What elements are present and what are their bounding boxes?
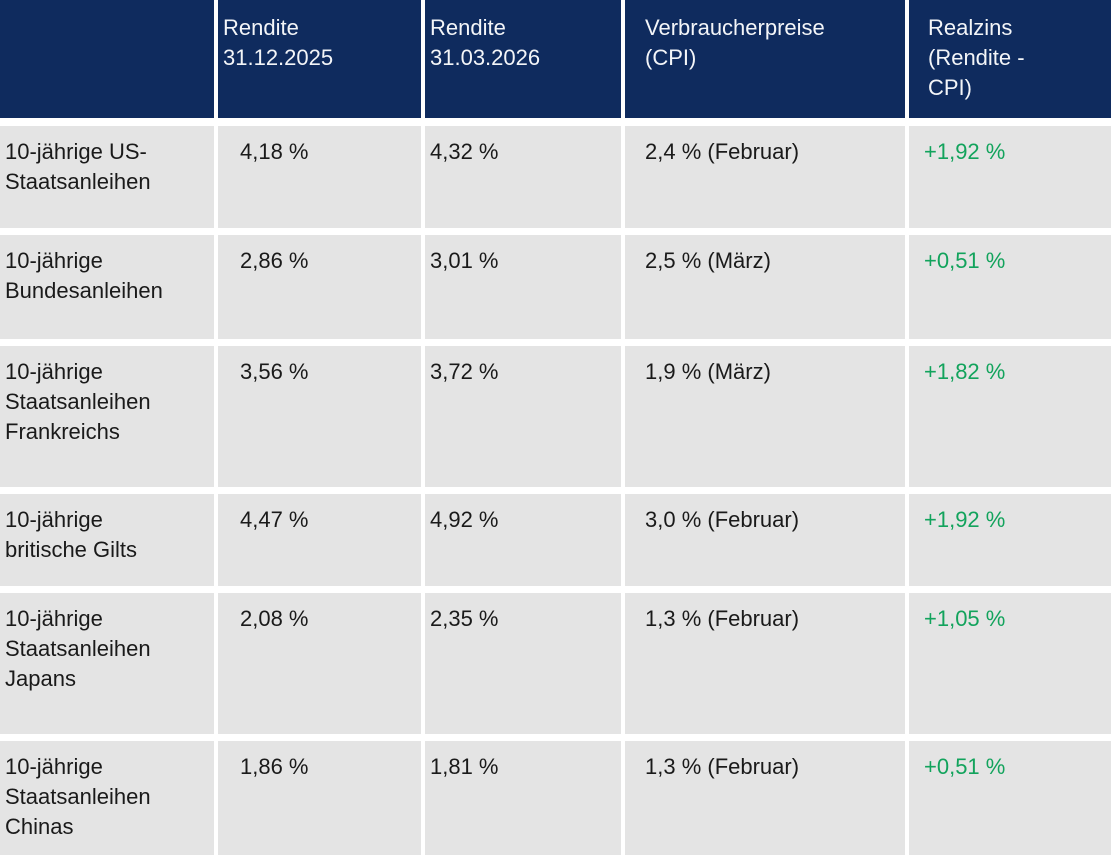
- table-header-row: Rendite 31.12.2025 Rendite 31.03.2026 Ve…: [0, 0, 1111, 126]
- rendite-2026-cell: 3,01 %: [425, 235, 625, 346]
- realzins-cell: +0,51 %: [909, 235, 1111, 346]
- rendite-2025-cell: 1,86 %: [218, 741, 425, 859]
- cpi-cell: 1,3 % (Februar): [625, 593, 909, 741]
- row-label: 10-jährige Staatsanleihen Frankreichs: [0, 346, 218, 494]
- rendite-2025-cell: 2,86 %: [218, 235, 425, 346]
- cpi-cell: 3,0 % (Februar): [625, 494, 909, 593]
- cpi-cell: 1,9 % (März): [625, 346, 909, 494]
- rendite-2026-cell: 1,81 %: [425, 741, 625, 859]
- header-rendite-31-03-2026: Rendite 31.03.2026: [425, 0, 625, 126]
- row-label: 10-jährige US- Staatsanleihen: [0, 126, 218, 235]
- rendite-2026-cell: 4,32 %: [425, 126, 625, 235]
- table-row-bundesanleihen: 10-jährige Bundesanleihen 2,86 % 3,01 % …: [0, 235, 1111, 346]
- row-label: 10-jährige britische Gilts: [0, 494, 218, 593]
- realzins-cell: +1,92 %: [909, 126, 1111, 235]
- realzins-cell: +1,92 %: [909, 494, 1111, 593]
- header-realzins: Realzins (Rendite - CPI): [909, 0, 1111, 126]
- row-label: 10-jährige Bundesanleihen: [0, 235, 218, 346]
- header-rendite-31-12-2025: Rendite 31.12.2025: [218, 0, 425, 126]
- row-label: 10-jährige Staatsanleihen Japans: [0, 593, 218, 741]
- table-row-frankreich: 10-jährige Staatsanleihen Frankreichs 3,…: [0, 346, 1111, 494]
- rendite-2025-cell: 4,47 %: [218, 494, 425, 593]
- rendite-2026-cell: 3,72 %: [425, 346, 625, 494]
- header-empty: [0, 0, 218, 126]
- table-row-japan: 10-jährige Staatsanleihen Japans 2,08 % …: [0, 593, 1111, 741]
- header-verbraucherpreise-cpi: Verbraucherpreise (CPI): [625, 0, 909, 126]
- rendite-2025-cell: 3,56 %: [218, 346, 425, 494]
- rendite-2025-cell: 4,18 %: [218, 126, 425, 235]
- cpi-cell: 2,5 % (März): [625, 235, 909, 346]
- realzins-cell: +1,05 %: [909, 593, 1111, 741]
- realzins-cell: +1,82 %: [909, 346, 1111, 494]
- cpi-cell: 1,3 % (Februar): [625, 741, 909, 859]
- row-label: 10-jährige Staatsanleihen Chinas: [0, 741, 218, 859]
- realzins-cell: +0,51 %: [909, 741, 1111, 859]
- table-row-us-staatsanleihen: 10-jährige US- Staatsanleihen 4,18 % 4,3…: [0, 126, 1111, 235]
- rendite-2025-cell: 2,08 %: [218, 593, 425, 741]
- rendite-2026-cell: 2,35 %: [425, 593, 625, 741]
- table-row-britische-gilts: 10-jährige britische Gilts 4,47 % 4,92 %…: [0, 494, 1111, 593]
- table-row-china: 10-jährige Staatsanleihen Chinas 1,86 % …: [0, 741, 1111, 859]
- cpi-cell: 2,4 % (Februar): [625, 126, 909, 235]
- rendite-2026-cell: 4,92 %: [425, 494, 625, 593]
